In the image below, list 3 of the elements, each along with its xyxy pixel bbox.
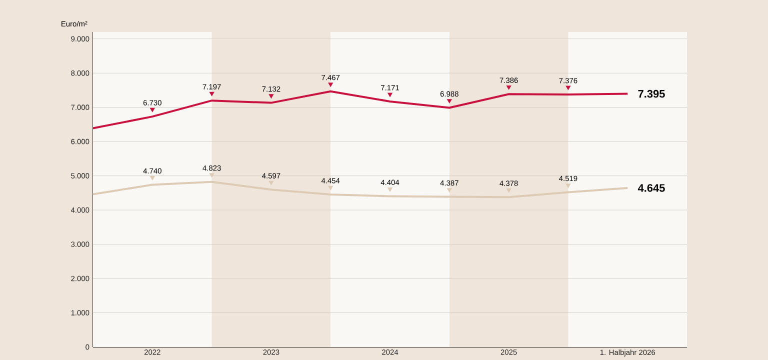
data-label: 7.395 [638,90,665,98]
line-series [92,90,629,130]
data-label: 4.645 [638,184,665,192]
